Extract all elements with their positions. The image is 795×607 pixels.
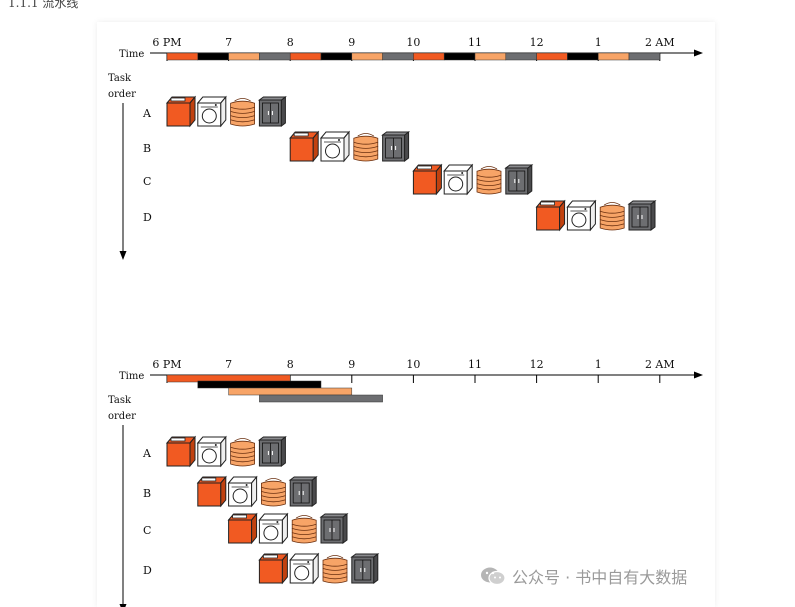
diagram-1-task-a-folder-icon xyxy=(230,98,256,127)
watermark-text: 公众号 · 书中自有大数据 xyxy=(512,568,688,587)
diagram-2-task-c-washer-icon xyxy=(227,512,258,545)
diagram-2-stage-bar xyxy=(228,387,353,396)
diagram-2-task-b-dryer-icon xyxy=(227,475,258,508)
diagram-2-task-label: Task xyxy=(108,395,132,406)
diagram-1-task-d: D xyxy=(143,211,152,224)
diagram-2-task-d-dryer-icon xyxy=(289,552,320,585)
diagram-2-task-c-folder-icon xyxy=(291,515,317,544)
diagram-1-task-d-folder-icon xyxy=(599,202,625,231)
diagram-1-hour-label: 8 xyxy=(287,36,294,49)
diagram-1-task-c-storer-icon xyxy=(504,164,534,195)
diagram-1-stage-bar xyxy=(320,52,353,61)
diagram-2-task-b: B xyxy=(143,487,151,500)
diagram-1-hour-label: 12 xyxy=(530,36,544,49)
diagram-1-stage-bar xyxy=(197,52,229,61)
diagram-1-task-a-washer-icon xyxy=(165,95,197,128)
diagram-2-stage-bar xyxy=(259,394,383,403)
diagram-1-stage-bar xyxy=(166,52,199,61)
top-heading-snippet: 1.1.1 流水线 xyxy=(8,0,79,10)
diagram-2-hour-label: 6 PM xyxy=(152,358,181,371)
diagram-1-stage-bar xyxy=(567,52,599,61)
diagram-1-stage-bar xyxy=(505,52,537,61)
diagram-2-hour-label: 12 xyxy=(530,358,544,371)
diagram-1-task-a-dryer-icon xyxy=(196,95,227,128)
diagram-2-hour-label: 8 xyxy=(287,358,294,371)
diagram-1-stage-bar xyxy=(474,52,507,61)
diagram-1-task-b-dryer-icon xyxy=(319,130,351,163)
diagram-2-stage-bar xyxy=(197,380,322,389)
diagram-1-hour-label: 11 xyxy=(468,36,482,49)
diagram-2-task-axis-arrow xyxy=(119,604,127,607)
diagram-1-task-b: B xyxy=(143,142,151,155)
diagram-1-stage-bar xyxy=(351,52,383,61)
diagram-1-task-b-washer-icon xyxy=(289,130,320,163)
diagram-1-hour-label: 2 AM xyxy=(645,36,675,49)
diagram-2-task-b-folder-icon xyxy=(260,478,286,507)
diagram-2-task-d: D xyxy=(143,564,152,577)
diagram-1-task-d-washer-icon xyxy=(535,199,566,232)
diagram-2-task-a-washer-icon xyxy=(165,435,197,468)
diagram-2-hour-label: 10 xyxy=(406,358,420,371)
diagram-1-stage-bar xyxy=(289,52,322,61)
diagram-1-task-c-washer-icon xyxy=(412,163,443,196)
diagram-1-stage-bar xyxy=(443,52,476,61)
diagram-2-time-label: Time xyxy=(119,371,144,382)
diagram-1-stage-bar xyxy=(259,52,291,61)
diagram-2-task-b-storer-icon xyxy=(288,476,318,507)
diagram-2-order-label: order xyxy=(108,411,136,422)
diagram-1-stage-bar xyxy=(628,52,661,61)
diagram-1-task-c-folder-icon xyxy=(476,166,502,195)
diagram-2-hour-label: 7 xyxy=(225,358,232,371)
diagram-1-task-b-folder-icon xyxy=(353,133,379,162)
diagram-2-task-a-storer-icon xyxy=(257,436,287,467)
diagram-1-task-a: A xyxy=(142,107,152,120)
diagram-2-task-a-dryer-icon xyxy=(196,435,227,468)
diagram-1-task-label: Task xyxy=(108,73,132,84)
diagram-1-hour-label: 1 xyxy=(595,36,602,49)
diagram-1-task-b-storer-icon xyxy=(381,131,411,162)
diagram-1-order-label: order xyxy=(108,89,136,100)
diagram-2-hour-label: 2 AM xyxy=(645,358,675,371)
diagram-2-task-c-dryer-icon xyxy=(258,512,289,545)
diagram-2-hour-label: 9 xyxy=(348,358,355,371)
diagram-2-task-a-folder-icon xyxy=(230,438,256,467)
diagram-1-task-d-dryer-icon xyxy=(566,199,597,232)
diagram-2-task-b-washer-icon xyxy=(196,475,227,508)
diagram-1-stage-bar xyxy=(597,52,630,61)
diagram-2-hour-label: 11 xyxy=(468,358,482,371)
diagram-2-hour-label: 1 xyxy=(595,358,602,371)
diagram-1-task-c-dryer-icon xyxy=(443,163,474,196)
diagram-2-task-d-folder-icon xyxy=(322,555,348,584)
diagram-1-time-axis-arrow xyxy=(694,49,703,57)
diagram-1-task-d-storer-icon xyxy=(627,200,657,231)
diagram-1-task-axis-arrow xyxy=(119,251,127,260)
diagram-1-time-label: Time xyxy=(119,49,144,60)
diagram-1-task-a-storer-icon xyxy=(257,96,287,127)
diagram-1-stage-bar xyxy=(413,52,445,61)
diagram-1-hour-label: 7 xyxy=(225,36,232,49)
diagram-1-stage-bar xyxy=(382,52,414,61)
diagram-2-time-axis-arrow xyxy=(694,371,703,379)
diagram-1-hour-label: 6 PM xyxy=(152,36,181,49)
watermark: 公众号 · 书中自有大数据 xyxy=(480,564,687,588)
diagram-2-task-d-washer-icon xyxy=(258,552,289,585)
diagram-1-hour-label: 10 xyxy=(406,36,420,49)
diagram-2-task-d-storer-icon xyxy=(350,553,380,584)
diagram-2-task-a: A xyxy=(142,447,152,460)
diagram-1-hour-label: 9 xyxy=(348,36,355,49)
wechat-icon xyxy=(480,566,506,586)
diagram-1-stage-bar xyxy=(536,52,568,61)
diagram-2-task-c: C xyxy=(143,524,151,537)
diagram-1-stage-bar xyxy=(228,52,260,61)
diagram-1-task-c: C xyxy=(143,175,151,188)
diagram-2-task-c-storer-icon xyxy=(319,513,349,544)
